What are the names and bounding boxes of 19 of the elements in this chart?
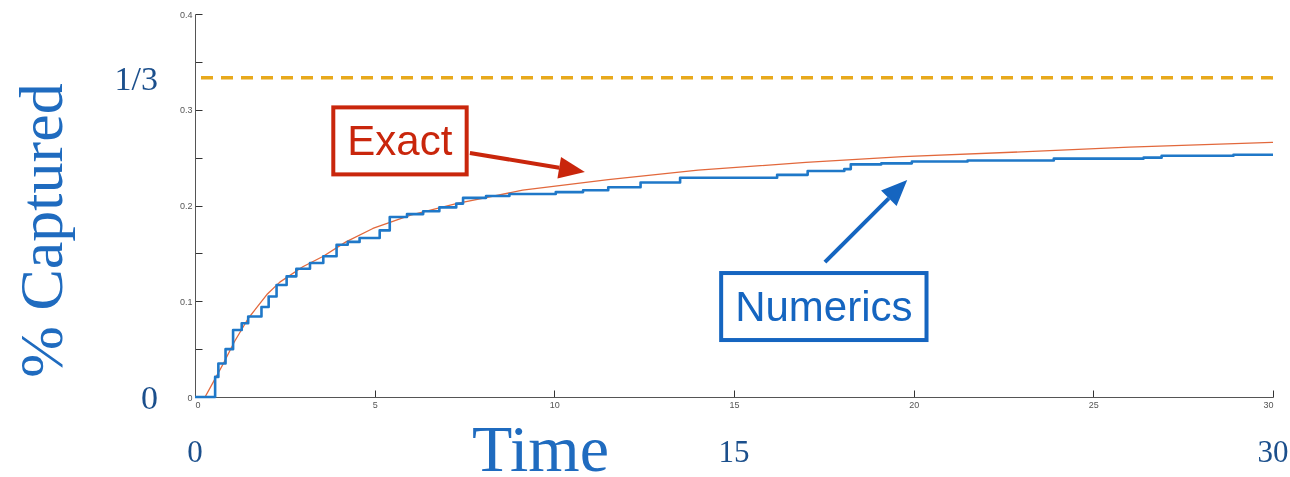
x-tick-label: 30 bbox=[1263, 399, 1274, 410]
x2-tick-label: 15 bbox=[718, 434, 750, 469]
x-tick-label: 10 bbox=[549, 399, 560, 410]
x-tick-label: 0 bbox=[195, 399, 201, 410]
x-tick-label: 15 bbox=[729, 399, 740, 410]
x2-tick-label: 30 bbox=[1257, 434, 1289, 469]
y2-tick-label: 1/3 bbox=[114, 59, 158, 97]
y-tick-label: 0.4 bbox=[179, 9, 193, 20]
x-tick-label: 5 bbox=[372, 399, 378, 410]
text: Numerics bbox=[735, 283, 913, 331]
y-tick-label: 0 bbox=[187, 392, 193, 403]
x-axis-title: Time bbox=[472, 411, 609, 477]
series-label: Exact bbox=[347, 117, 453, 165]
y-tick-label: 0.3 bbox=[179, 105, 193, 116]
x-tick-label: 25 bbox=[1088, 399, 1099, 410]
y-tick-label: 0.1 bbox=[179, 296, 193, 307]
y2-axis-title: % Captured bbox=[6, 83, 75, 378]
y-tick-label: 0.2 bbox=[179, 201, 193, 211]
x-tick-label: 20 bbox=[909, 399, 920, 410]
